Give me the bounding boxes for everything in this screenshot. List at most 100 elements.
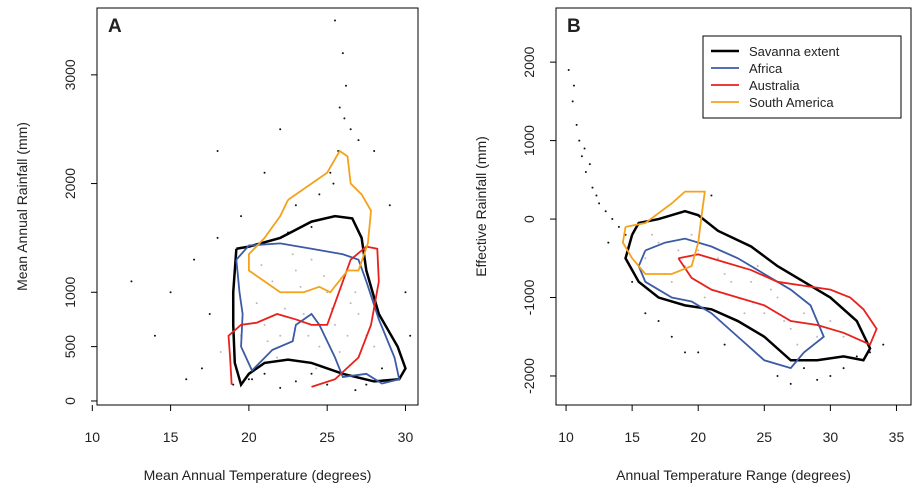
data-point — [299, 285, 302, 288]
data-point — [816, 378, 819, 381]
contour-line — [637, 237, 825, 370]
data-point — [717, 257, 720, 260]
data-point — [354, 291, 357, 294]
data-point — [294, 380, 297, 383]
x-tick-label: 10 — [558, 429, 574, 445]
data-point — [260, 264, 263, 267]
data-point — [756, 265, 759, 268]
data-point — [683, 351, 686, 354]
data-point — [279, 128, 282, 131]
x-tick-label: 25 — [757, 429, 773, 445]
data-point — [380, 367, 383, 370]
data-point — [354, 389, 357, 392]
data-point — [283, 307, 286, 310]
contour-line — [621, 190, 706, 275]
data-point — [588, 163, 591, 166]
data-point — [631, 280, 634, 283]
data-point — [251, 378, 254, 381]
data-point — [334, 323, 337, 326]
data-point — [357, 139, 360, 142]
data-point — [310, 372, 313, 375]
data-point — [571, 100, 574, 103]
data-point — [796, 343, 799, 346]
x-axis-label: Mean Annual Temperature (degrees) — [144, 467, 372, 483]
data-point — [730, 280, 733, 283]
x-tick-label: 20 — [241, 429, 257, 445]
data-point — [130, 280, 133, 283]
data-point — [690, 233, 693, 236]
data-point — [591, 186, 594, 189]
data-point — [580, 155, 583, 158]
contour-line — [235, 242, 401, 385]
data-point — [677, 249, 680, 252]
data-point — [842, 335, 845, 338]
contour-line — [677, 253, 878, 346]
data-point — [302, 313, 305, 316]
data-point — [357, 313, 360, 316]
data-point — [578, 139, 581, 142]
data-point — [763, 312, 766, 315]
contour-line — [227, 245, 380, 388]
y-tick-label: 1000 — [521, 125, 537, 156]
data-point — [611, 218, 614, 221]
data-point — [294, 204, 297, 207]
x-axis-label: Annual Temperature Range (degrees) — [616, 467, 851, 483]
data-point — [617, 225, 620, 228]
data-point — [315, 367, 318, 370]
data-point — [307, 334, 310, 337]
x-tick-label: 10 — [85, 429, 101, 445]
y-tick-label: -1000 — [521, 279, 537, 315]
data-point — [343, 117, 346, 120]
data-point — [291, 253, 294, 256]
data-point — [598, 202, 601, 205]
x-tick-label: 15 — [624, 429, 640, 445]
data-point — [657, 241, 660, 244]
data-point — [208, 313, 211, 316]
data-point — [829, 320, 832, 323]
x-tick-label: 35 — [889, 429, 905, 445]
data-point — [263, 372, 266, 375]
y-tick-label: -2000 — [521, 358, 537, 394]
data-point — [346, 334, 349, 337]
data-point — [595, 194, 598, 197]
data-point — [604, 210, 607, 213]
data-point — [349, 128, 352, 131]
data-point — [276, 356, 279, 359]
y-axis-label: Mean Annual Rainfall (mm) — [14, 122, 30, 291]
data-point — [247, 378, 250, 381]
data-point — [271, 280, 274, 283]
y-tick-label: 3000 — [62, 59, 78, 90]
data-point — [776, 374, 779, 377]
y-axis-label: Effective Rainfall (mm) — [473, 136, 489, 277]
data-point — [723, 343, 726, 346]
data-point — [255, 302, 258, 305]
data-point — [323, 274, 326, 277]
data-point — [349, 302, 352, 305]
data-point — [703, 296, 706, 299]
data-point — [802, 312, 805, 315]
data-point — [650, 233, 653, 236]
y-tick-label: 0 — [521, 215, 537, 223]
x-tick-label: 25 — [319, 429, 335, 445]
data-point — [657, 320, 660, 323]
data-point — [575, 123, 578, 126]
data-point — [365, 383, 368, 386]
data-point — [263, 323, 266, 326]
data-point — [200, 367, 203, 370]
x-tick-label: 30 — [823, 429, 839, 445]
data-point — [266, 340, 269, 343]
y-tick-label: 500 — [62, 335, 78, 359]
data-point — [338, 351, 341, 354]
data-point — [294, 269, 297, 272]
data-point — [572, 84, 575, 87]
data-point — [644, 257, 647, 260]
data-point — [750, 280, 753, 283]
data-point — [240, 215, 243, 218]
data-point — [373, 345, 376, 348]
data-point — [185, 378, 188, 381]
data-point — [332, 182, 335, 185]
y-tick-label: 2000 — [521, 46, 537, 77]
data-point — [769, 288, 772, 291]
data-point — [310, 258, 313, 261]
